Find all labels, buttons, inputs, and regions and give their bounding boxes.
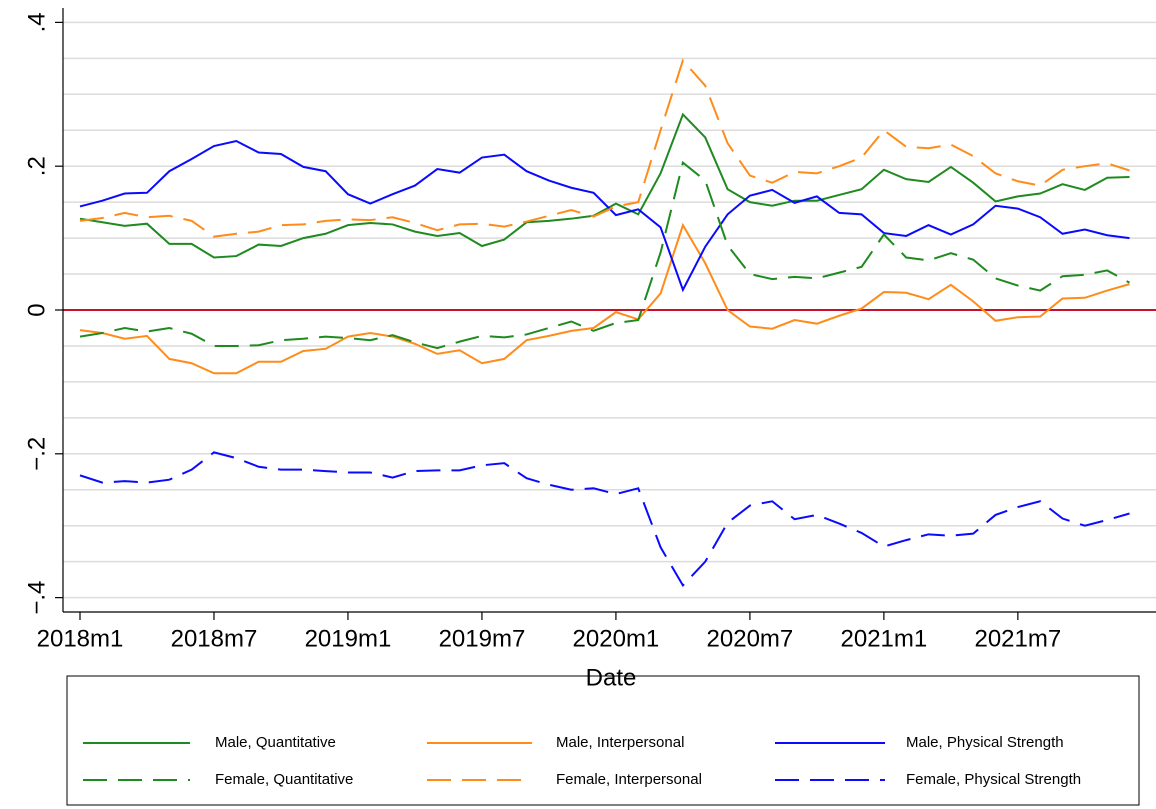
x-tick-label: 2019m7 [439, 625, 526, 652]
legend-label: Female, Quantitative [215, 771, 353, 788]
x-axis-title: Date [586, 664, 637, 691]
series-line [79, 222, 1130, 375]
series-line [79, 451, 1130, 588]
y-tick-label: .2 [23, 156, 50, 176]
y-tick-label: 0 [23, 303, 50, 316]
x-tick-label: 2021m7 [974, 625, 1061, 652]
legend-label: Female, Physical Strength [906, 771, 1081, 788]
legend-label: Female, Interpersonal [556, 771, 702, 788]
y-tick-label: .4 [23, 12, 50, 32]
legend-box [66, 675, 1140, 806]
legend-label: Male, Interpersonal [556, 734, 684, 751]
y-tick-label: −.4 [23, 581, 50, 615]
x-tick-label: 2019m1 [305, 625, 392, 652]
series-line [79, 160, 1130, 350]
x-tick-label: 2020m7 [707, 625, 794, 652]
x-tick-label: 2018m1 [37, 625, 124, 652]
legend-label: Male, Physical Strength [906, 734, 1064, 751]
series-line [79, 112, 1130, 259]
y-tick-label: −.2 [23, 437, 50, 471]
x-tick-label: 2018m7 [171, 625, 258, 652]
x-tick-label: 2021m1 [841, 625, 928, 652]
series-line [79, 139, 1130, 293]
x-tick-label: 2020m1 [573, 625, 660, 652]
series-line [79, 58, 1130, 238]
legend-label: Male, Quantitative [215, 734, 336, 751]
